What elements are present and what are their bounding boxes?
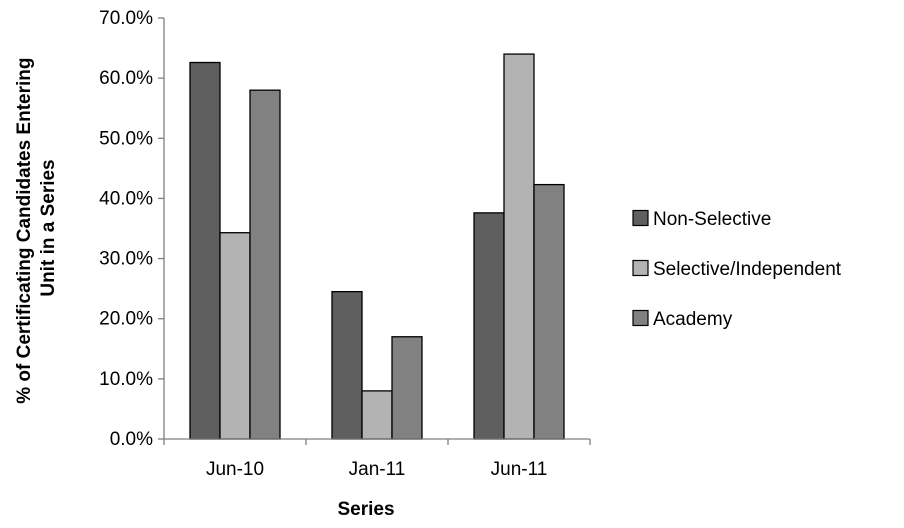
bar-academy-jun-11 xyxy=(533,183,565,440)
legend-label: Non-Selective xyxy=(653,209,771,230)
bar-selective-independent-jan-11 xyxy=(361,390,393,440)
bar-academy-jun-10 xyxy=(249,89,281,440)
x-axis-title: Series xyxy=(337,499,394,520)
legend-label: Academy xyxy=(653,309,733,330)
bar-non-selective-jan-11 xyxy=(331,290,363,440)
y-tick-label: 60.0% xyxy=(99,68,153,89)
y-axis-title-line-2: Unit in a Series xyxy=(38,159,59,296)
bar-non-selective-jun-11 xyxy=(473,212,505,440)
legend: Non-Selective Selective/Independent Academ… xyxy=(632,209,842,330)
legend-swatch xyxy=(632,309,649,327)
legend-item-selective-independent: Selective/Independent xyxy=(632,259,842,280)
y-tick-label: 50.0% xyxy=(99,128,153,149)
legend-item-non-selective: Non-Selective xyxy=(632,209,771,230)
bars-group xyxy=(189,53,565,440)
bar-non-selective-jun-10 xyxy=(189,61,221,440)
x-tick-label-jun-11: Jun-11 xyxy=(491,459,548,480)
y-tick-label: 70.0% xyxy=(99,8,153,29)
bar-selective-independent-jun-10 xyxy=(219,232,251,440)
y-axis-title: % of Certificating Candidates Entering U… xyxy=(14,52,59,404)
y-axis-title-line-1: % of Certificating Candidates Entering xyxy=(14,58,35,404)
legend-swatch xyxy=(632,209,649,227)
x-tick-label-jun-10: Jun-10 xyxy=(206,459,264,480)
y-tick-label: 20.0% xyxy=(99,309,153,330)
x-tick-label-jan-11: Jan-11 xyxy=(349,459,406,480)
y-tick-label: 0.0% xyxy=(110,429,153,450)
y-tick-label: 10.0% xyxy=(99,369,153,390)
bar-academy-jan-11 xyxy=(391,336,423,440)
bar-selective-independent-jun-11 xyxy=(503,53,535,440)
axes-group xyxy=(163,18,590,440)
y-tick-label: 40.0% xyxy=(99,188,153,209)
legend-label: Selective/Independent xyxy=(653,259,842,280)
legend-swatch xyxy=(632,259,649,277)
legend-item-academy: Academy xyxy=(632,309,733,330)
ticks-group: 0.0% 10.0% 20.0% 30.0% 40.0% 50.0% 60.0% 70.0% J… xyxy=(99,8,591,480)
y-tick-label: 30.0% xyxy=(99,249,153,270)
